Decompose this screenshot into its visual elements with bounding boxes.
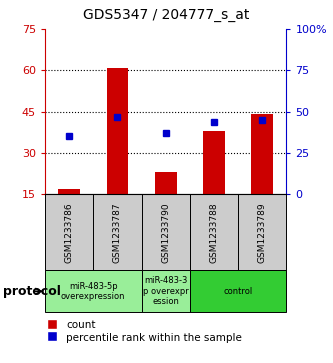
Bar bbox=[190, 194, 238, 270]
Text: miR-483-5p
overexpression: miR-483-5p overexpression bbox=[61, 282, 126, 301]
Text: GSM1233790: GSM1233790 bbox=[161, 202, 170, 263]
Text: GSM1233787: GSM1233787 bbox=[113, 202, 122, 263]
Bar bbox=[58, 189, 80, 194]
Text: control: control bbox=[223, 287, 253, 296]
Text: GSM1233789: GSM1233789 bbox=[258, 202, 267, 263]
Bar bbox=[107, 68, 128, 194]
Text: GSM1233786: GSM1233786 bbox=[65, 202, 74, 263]
Bar bbox=[45, 270, 142, 312]
Bar bbox=[142, 194, 190, 270]
Bar bbox=[93, 194, 142, 270]
Text: protocol: protocol bbox=[3, 285, 61, 298]
Text: GDS5347 / 204777_s_at: GDS5347 / 204777_s_at bbox=[83, 8, 250, 22]
Text: GSM1233788: GSM1233788 bbox=[209, 202, 218, 263]
Bar bbox=[238, 194, 286, 270]
Bar bbox=[142, 270, 190, 312]
Bar bbox=[190, 270, 286, 312]
Bar bbox=[155, 172, 176, 194]
Text: miR-483-3
p overexpr
ession: miR-483-3 p overexpr ession bbox=[143, 276, 188, 306]
Bar bbox=[251, 114, 273, 194]
Legend: count, percentile rank within the sample: count, percentile rank within the sample bbox=[45, 317, 244, 344]
Bar bbox=[45, 194, 93, 270]
Bar bbox=[203, 131, 225, 194]
